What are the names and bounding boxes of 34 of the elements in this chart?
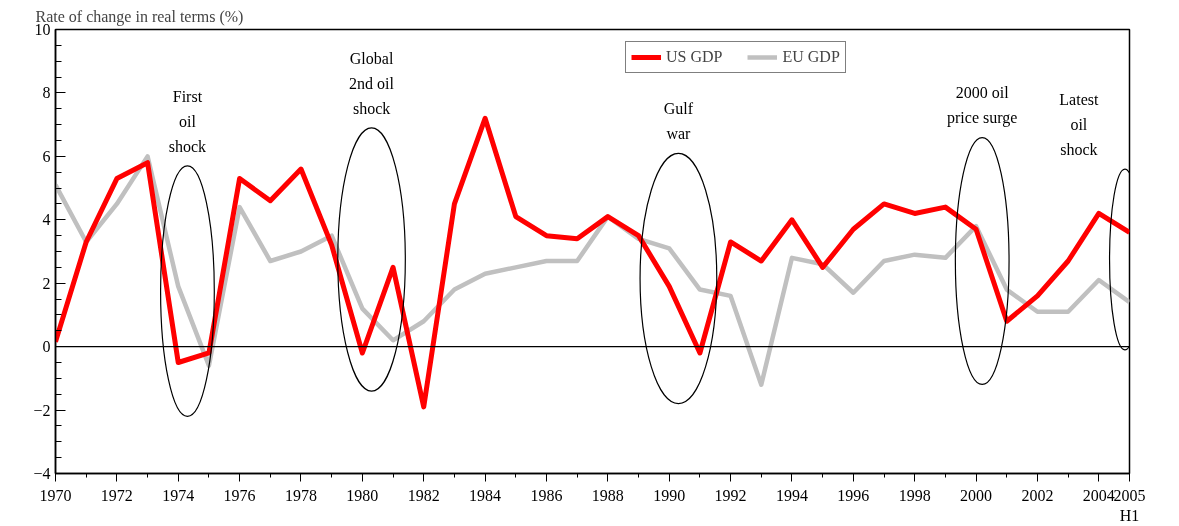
- annotation: 2000 oil price surge: [947, 84, 1018, 128]
- x-tick-label: 1984: [469, 486, 502, 504]
- y-tick-label: 8: [42, 84, 51, 102]
- legend-label: US GDP: [666, 48, 723, 66]
- x-tick-label: 1988: [591, 486, 624, 504]
- x-tick-label: 1980: [346, 486, 379, 504]
- x-tick-label: 2000: [960, 486, 993, 504]
- annotation: First oil shock: [168, 88, 207, 155]
- legend-label: EU GDP: [782, 48, 840, 66]
- x-tick-label: 2002: [1021, 486, 1054, 504]
- x-tick-label: 1972: [100, 486, 133, 504]
- x-tick-label: 1970: [39, 486, 72, 504]
- annotation: Latest oil shock: [1059, 91, 1099, 158]
- y-tick-label: −4: [33, 465, 51, 482]
- x-tick-label: 1994: [775, 486, 808, 504]
- x-tick-label: 1976: [223, 486, 256, 504]
- y-tick-label: −2: [33, 401, 51, 419]
- x-tick-label: 1998: [898, 486, 931, 504]
- x-tick-label: 1992: [714, 486, 747, 504]
- x-tick-label: 1978: [284, 486, 317, 504]
- y-tick-label: 4: [42, 211, 51, 229]
- x-tick-label: 1996: [837, 486, 870, 504]
- annotation: Global 2nd oil shock: [349, 50, 395, 117]
- y-tick-label: 6: [42, 147, 51, 165]
- y-tick-label: 2: [42, 274, 51, 292]
- x-tick-label: 2005 H1: [1113, 486, 1146, 524]
- x-tick-label: 1990: [653, 486, 686, 504]
- x-tick-label: 2004: [1082, 486, 1115, 504]
- x-tick-label: 1982: [407, 486, 440, 504]
- x-tick-label: 1974: [162, 486, 195, 504]
- y-tick-label: 10: [34, 21, 51, 38]
- annotation: Gulf war: [663, 100, 694, 143]
- x-tick-label: 1986: [530, 486, 563, 504]
- y-tick-label: 0: [42, 338, 51, 356]
